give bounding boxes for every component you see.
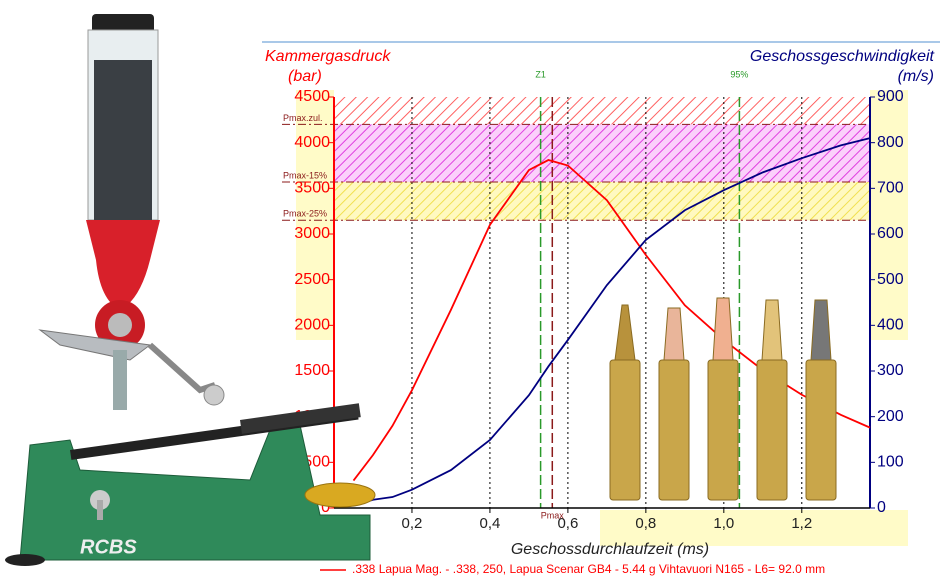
limit-band (334, 97, 870, 125)
x-tick-label: 1,2 (791, 515, 812, 532)
y-tick-label: 3500 (294, 180, 330, 197)
x-tick-label: 1,0 (713, 515, 734, 532)
series-line (353, 137, 871, 507)
y2-tick-label: 900 (877, 88, 904, 105)
y2-tick-label: 600 (877, 225, 904, 242)
left-axis-unit: (bar) (288, 68, 322, 85)
y-tick-label: 2500 (294, 271, 330, 288)
right-axis-title: Geschossgeschwindigkeit (750, 48, 935, 65)
right-axis-unit: (m/s) (898, 68, 934, 85)
x-tick-label: 0,2 (402, 515, 423, 532)
legend: .338 Lapua Mag. - .338, 250, Lapua Scena… (320, 562, 825, 576)
marker-label: Z1 (535, 69, 546, 79)
x-tick-label: 0,4 (479, 515, 500, 532)
y2-tick-label: 500 (877, 271, 904, 288)
y2-tick-label: 100 (877, 454, 904, 471)
y2-tick-label: 400 (877, 317, 904, 334)
y-tick-label: 1500 (294, 362, 330, 379)
limit-label: Pmax-15% (283, 170, 327, 180)
scale: RCBS (5, 403, 376, 566)
y-tick-label: 3000 (294, 225, 330, 242)
y-tick-label: 4500 (294, 88, 330, 105)
y-tick-label: 2000 (294, 317, 330, 334)
svg-text:RCBS: RCBS (80, 536, 137, 558)
y-tick-label: 500 (303, 454, 330, 471)
limit-band (334, 181, 870, 221)
y2-tick-label: 700 (877, 180, 904, 197)
limit-label: Pmax-25% (283, 209, 327, 219)
y-tick-label: 0 (321, 499, 330, 516)
axis-band (296, 90, 334, 340)
y2-tick-label: 200 (877, 408, 904, 425)
cartridges (609, 297, 837, 501)
legend-label: .338 Lapua Mag. - .338, 250, Lapua Scena… (352, 562, 825, 576)
axis-band (600, 510, 908, 546)
limit-label: Pmax.zul. (283, 113, 323, 123)
marker-label: 95% (730, 69, 748, 79)
x-axis-title: Geschossdurchlaufzeit (ms) (511, 541, 709, 558)
x-tick-label: 0,6 (557, 515, 578, 532)
x-tick-label: 0,8 (635, 515, 656, 532)
y2-tick-label: 300 (877, 362, 904, 379)
powder-measure (38, 14, 225, 410)
marker-label: Pmax (541, 510, 565, 520)
y2-tick-label: 0 (877, 499, 886, 516)
axis-band (870, 90, 908, 340)
plot-area: 0,2 0,4 0,6 0,8 1,0 1,2 Pmax.zul. Pmax-15% Pmax-… (282, 69, 904, 532)
y2-tick-label: 800 (877, 134, 904, 151)
left-axis-title: Kammergasdruck (265, 48, 391, 65)
y-tick-label: 4000 (294, 134, 330, 151)
limit-band (334, 124, 870, 182)
